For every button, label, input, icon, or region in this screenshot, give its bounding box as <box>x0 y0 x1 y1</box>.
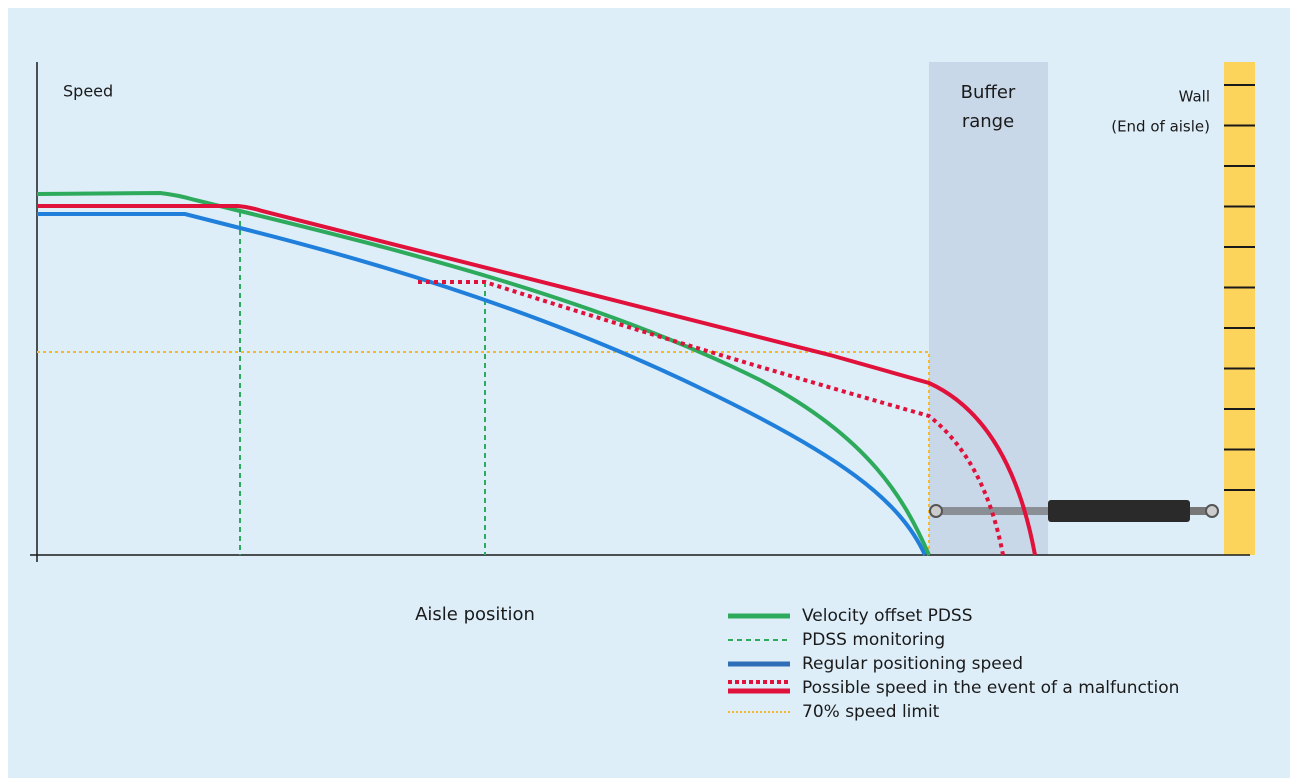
legend-label: Possible speed in the event of a malfunc… <box>802 678 1179 698</box>
wall <box>1224 62 1255 555</box>
legend-label: 70% speed limit <box>802 702 940 722</box>
speed-limit-line <box>37 351 930 555</box>
y-axis-label: Speed <box>63 82 113 101</box>
malfunction-dotted-curve <box>418 280 1005 556</box>
regular-speed-curve <box>37 212 927 556</box>
buffer-range-area <box>929 62 1048 555</box>
wall-label: Wall <box>1179 88 1210 106</box>
pdss-monitoring <box>239 212 486 555</box>
buffer-label: Buffer <box>961 82 1016 103</box>
background <box>8 8 1290 778</box>
shock-absorber <box>929 500 1219 522</box>
legend-label: Velocity offset PDSS <box>802 606 973 626</box>
wall-ticks <box>1224 84 1255 491</box>
legend: Velocity offset PDSS PDSS monitoring Reg… <box>728 606 1179 722</box>
legend-label: Regular positioning speed <box>802 654 1023 674</box>
malfunction-curve <box>37 204 1037 556</box>
x-axis-label: Aisle position <box>415 604 535 625</box>
legend-label: PDSS monitoring <box>802 630 945 650</box>
wall-label: (End of aisle) <box>1111 118 1210 136</box>
buffer-label: range <box>962 111 1014 132</box>
velocity-offset-curve <box>36 190 931 556</box>
